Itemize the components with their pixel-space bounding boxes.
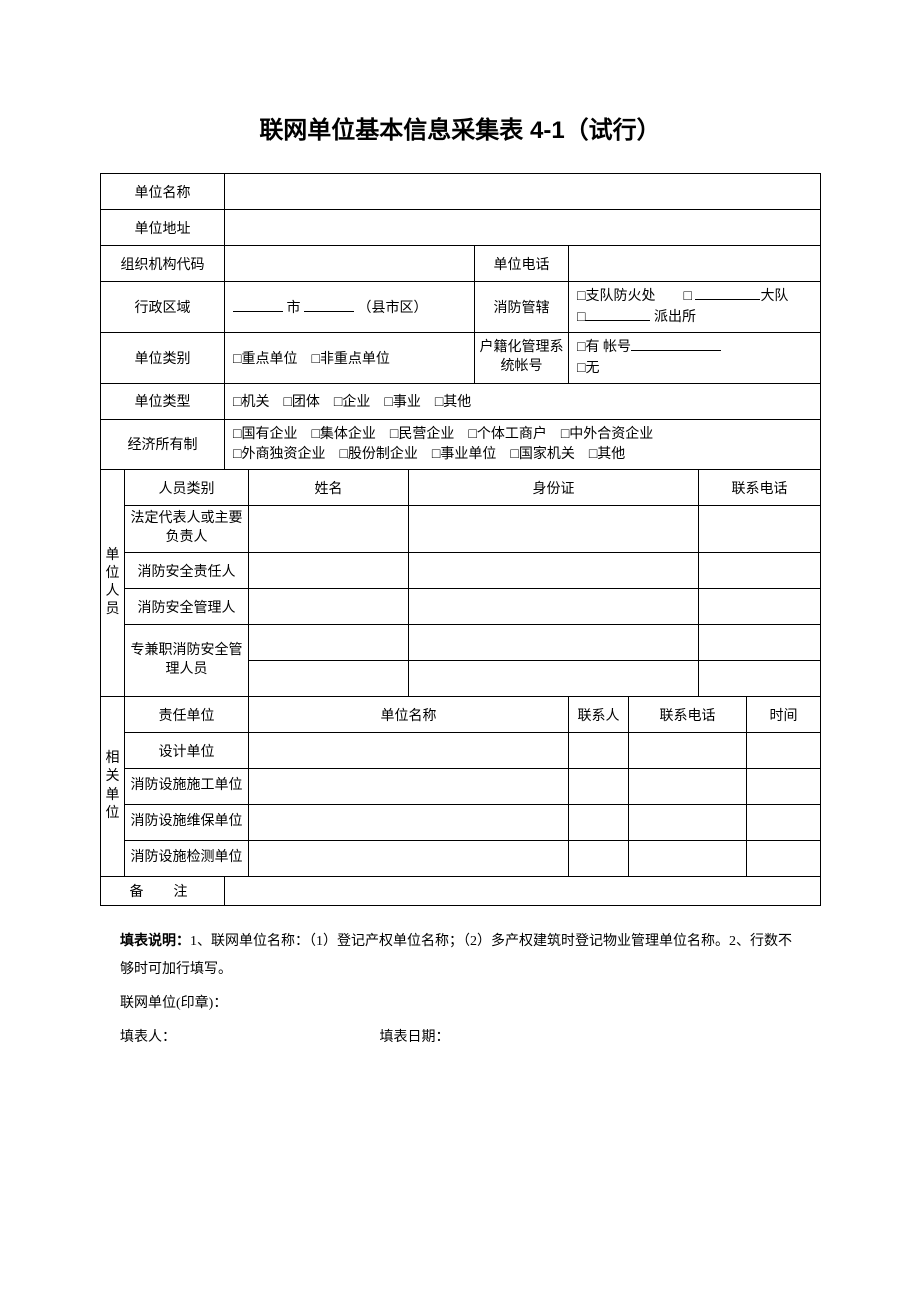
hdr-related-col5: 时间: [747, 697, 821, 733]
notes-section: 填表说明：1、联网单位名称：（1）登记产权单位名称；（2）多产权建筑时登记物业管…: [100, 926, 820, 1052]
cell[interactable]: [249, 506, 409, 553]
date-label: 填表日期：: [380, 1024, 450, 1052]
cell[interactable]: [249, 841, 569, 877]
cell[interactable]: [409, 661, 699, 697]
label-org-code: 组织机构代码: [101, 246, 225, 282]
field-household-sys[interactable]: □有 帐号 □无: [569, 332, 821, 383]
cell[interactable]: [249, 625, 409, 661]
page-title: 联网单位基本信息采集表 4-1（试行）: [100, 110, 820, 145]
cell[interactable]: [569, 769, 629, 805]
seal-line: 联网单位(印章)：: [120, 990, 800, 1018]
label-remark: 备 注: [101, 877, 225, 906]
label-unit-category: 单位类别: [101, 332, 225, 383]
row-inspection-unit: 消防设施检测单位: [125, 841, 249, 877]
cell[interactable]: [699, 589, 821, 625]
cell[interactable]: [249, 769, 569, 805]
cell[interactable]: [569, 841, 629, 877]
cell[interactable]: [249, 553, 409, 589]
main-form-table: 单位名称 单位地址 组织机构代码 单位电话 行政区域 市 （县市区） 消防管辖 …: [100, 173, 821, 906]
label-unit-name: 单位名称: [101, 174, 225, 210]
cell[interactable]: [569, 733, 629, 769]
cell[interactable]: [569, 805, 629, 841]
label-unit-phone: 单位电话: [475, 246, 569, 282]
row-maintenance-unit: 消防设施维保单位: [125, 805, 249, 841]
label-related-vert: 相关单位: [101, 697, 125, 877]
row-fire-safety-resp: 消防安全责任人: [125, 553, 249, 589]
hdr-related-col3: 联系人: [569, 697, 629, 733]
cell[interactable]: [699, 506, 821, 553]
cell[interactable]: [249, 589, 409, 625]
hdr-person-phone: 联系电话: [699, 470, 821, 506]
cell[interactable]: [249, 733, 569, 769]
cell[interactable]: [699, 661, 821, 697]
label-personnel-vert: 单位人员: [101, 470, 125, 697]
field-unit-phone[interactable]: [569, 246, 821, 282]
label-admin-region: 行政区域: [101, 282, 225, 333]
row-legal-rep: 法定代表人或主要负责人: [125, 506, 249, 553]
label-unit-type: 单位类型: [101, 383, 225, 419]
hdr-related-col4: 联系电话: [629, 697, 747, 733]
cell[interactable]: [629, 841, 747, 877]
hdr-person-name: 姓名: [249, 470, 409, 506]
hdr-person-category: 人员类别: [125, 470, 249, 506]
field-unit-category[interactable]: □重点单位 □非重点单位: [225, 332, 475, 383]
cell[interactable]: [249, 805, 569, 841]
row-design-unit: 设计单位: [125, 733, 249, 769]
filler-label: 填表人：: [120, 1030, 176, 1045]
cell[interactable]: [409, 589, 699, 625]
row-fire-safety-staff: 专兼职消防安全管理人员: [125, 625, 249, 697]
cell[interactable]: [747, 769, 821, 805]
row-construction-unit: 消防设施施工单位: [125, 769, 249, 805]
cell[interactable]: [409, 506, 699, 553]
field-admin-region[interactable]: 市 （县市区）: [225, 282, 475, 333]
label-unit-address: 单位地址: [101, 210, 225, 246]
cell[interactable]: [249, 661, 409, 697]
row-fire-safety-mgr: 消防安全管理人: [125, 589, 249, 625]
label-household-sys: 户籍化管理系统帐号: [475, 332, 569, 383]
field-unit-address[interactable]: [225, 210, 821, 246]
cell[interactable]: [409, 625, 699, 661]
cell[interactable]: [629, 769, 747, 805]
field-org-code[interactable]: [225, 246, 475, 282]
field-fire-jurisdiction[interactable]: □支队防火处 □ 大队 □ 派出所: [569, 282, 821, 333]
hdr-person-id: 身份证: [409, 470, 699, 506]
cell[interactable]: [699, 553, 821, 589]
label-fire-jurisdiction: 消防管辖: [475, 282, 569, 333]
notes-text: 1、联网单位名称：（1）登记产权单位名称；（2）多产权建筑时登记物业管理单位名称…: [120, 934, 792, 977]
field-economy[interactable]: □国有企业 □集体企业 □民营企业 □个体工商户 □中外合资企业 □外商独资企业…: [225, 419, 821, 470]
cell[interactable]: [747, 841, 821, 877]
cell[interactable]: [747, 733, 821, 769]
field-remark[interactable]: [225, 877, 821, 906]
cell[interactable]: [629, 805, 747, 841]
label-economy: 经济所有制: [101, 419, 225, 470]
hdr-related-col2: 单位名称: [249, 697, 569, 733]
hdr-related-col1: 责任单位: [125, 697, 249, 733]
notes-label: 填表说明：: [120, 932, 190, 948]
cell[interactable]: [409, 553, 699, 589]
cell[interactable]: [629, 733, 747, 769]
cell[interactable]: [699, 625, 821, 661]
field-unit-name[interactable]: [225, 174, 821, 210]
cell[interactable]: [747, 805, 821, 841]
field-unit-type[interactable]: □机关 □团体 □企业 □事业 □其他: [225, 383, 821, 419]
